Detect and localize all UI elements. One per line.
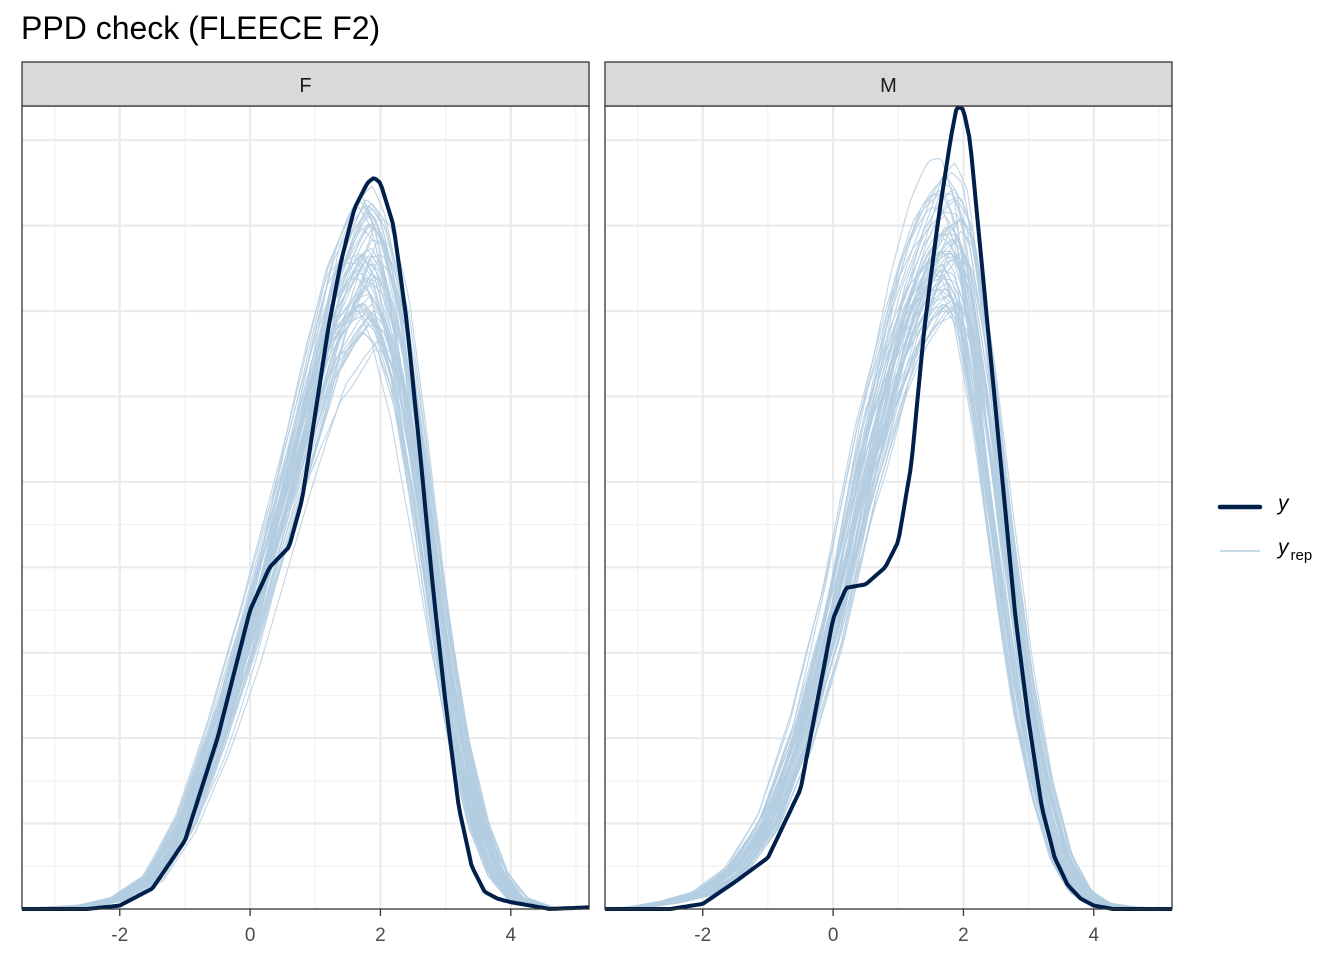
- legend-item-y: y: [1217, 492, 1290, 515]
- facet-panels: F -2 0 2 4 M -2 0 2 4: [21, 61, 1173, 946]
- x-tick-label: 2: [375, 925, 386, 946]
- x-tick-label: 0: [245, 925, 256, 946]
- facet-panel-f: F -2 0 2 4: [21, 61, 590, 946]
- yrep-line: [21, 200, 589, 910]
- x-tick-label: 4: [1089, 925, 1100, 946]
- chart-title: PPD check (FLEECE F2): [21, 10, 380, 46]
- yrep-line: [605, 297, 1173, 910]
- yrep-line: [605, 162, 1173, 910]
- facet-label: M: [880, 75, 897, 97]
- facet-strip: [604, 61, 1173, 107]
- y-observed-line: [22, 176, 590, 911]
- legend-label-subscript: rep: [1291, 547, 1313, 564]
- x-tick-label: -2: [111, 925, 128, 946]
- panel-background: [605, 106, 1172, 909]
- yrep-line: [22, 255, 590, 910]
- legend-label: y rep: [1276, 536, 1312, 564]
- x-tick-label: 4: [506, 925, 517, 946]
- yrep-line: [21, 206, 589, 910]
- yrep-line: [22, 218, 590, 910]
- facet-strip: [21, 61, 590, 107]
- x-tick-label: 0: [828, 925, 839, 946]
- yrep-lines: [604, 157, 1173, 910]
- x-tick-label: 2: [958, 925, 969, 946]
- legend: y y rep: [1217, 492, 1312, 564]
- facet-panel-m: M -2 0 2 4: [604, 61, 1173, 946]
- x-tick-label: -2: [694, 925, 711, 946]
- legend-item-yrep: y rep: [1220, 536, 1312, 564]
- legend-label: y: [1276, 492, 1290, 515]
- y-observed-line: [605, 104, 1172, 911]
- yrep-line: [604, 288, 1173, 910]
- facet-label: F: [299, 75, 311, 97]
